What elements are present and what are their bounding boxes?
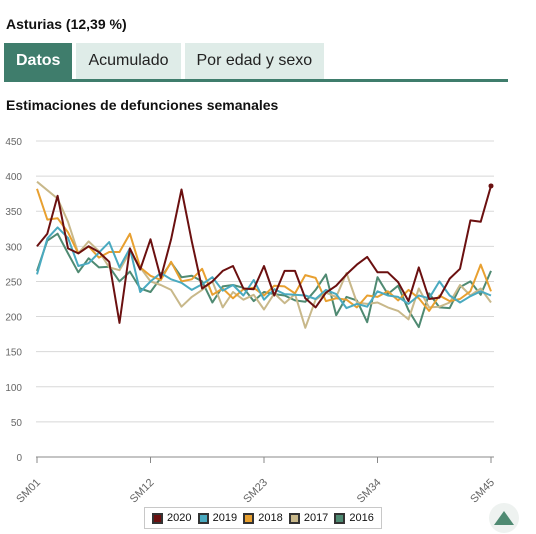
y-tick-label: 150 [5,348,22,359]
legend-swatch [288,512,300,524]
legend-item-2020[interactable]: 2020 [152,512,192,524]
y-tick-label: 400 [5,172,22,183]
series-line-2016 [36,232,492,329]
y-tick-label: 450 [5,137,22,148]
legend-label: 2020 [167,512,192,524]
chart-legend: 2020 2019 2018 2017 2016 [144,507,382,529]
y-tick-label: 350 [5,207,22,218]
x-tick-label: SM45 [468,477,497,506]
y-tick-label: 300 [5,242,22,253]
x-tick-label: SM12 [128,477,157,506]
tab-underline [4,79,508,82]
legend-swatch [197,512,209,524]
legend-swatch [334,512,346,524]
series-line-2019 [36,226,492,310]
x-tick-label: SM23 [241,477,270,506]
legend-item-2018[interactable]: 2018 [243,512,283,524]
legend-swatch [152,512,164,524]
scroll-top-button[interactable] [489,503,519,533]
y-tick-label: 250 [5,277,22,288]
y-tick-label: 100 [5,383,22,394]
tab-acumulado[interactable]: Acumulado [76,43,181,79]
weekly-deaths-chart: 0 50 100 150 200 250 300 350 400 450 SM01 SM12 SM23 S… [5,137,497,506]
legend-item-2017[interactable]: 2017 [288,512,329,524]
region-title: Asturias (12,39 %) [6,16,127,32]
x-tick-label: SM34 [355,477,384,506]
tab-por-edad-y-sexo[interactable]: Por edad y sexo [184,43,325,79]
y-tick-label: 50 [11,418,23,429]
legend-item-2016[interactable]: 2016 [334,512,374,524]
tab-datos[interactable]: Datos [4,43,73,79]
y-tick-label: 200 [5,313,22,324]
legend-label: 2019 [212,512,238,524]
x-tick-label: SM01 [14,477,43,506]
series-end-marker-2020 [488,183,494,189]
legend-item-2019[interactable]: 2019 [197,512,238,524]
legend-label: 2017 [303,512,329,524]
series-line-2020 [36,185,492,324]
tab-bar: Datos Acumulado Por edad y sexo [4,43,328,80]
triangle-up-icon [494,511,514,525]
y-tick-label: 0 [16,453,22,464]
chart-title: Estimaciones de defunciones semanales [6,97,279,113]
legend-label: 2018 [258,512,283,524]
legend-swatch [243,512,255,524]
legend-label: 2016 [349,512,374,524]
